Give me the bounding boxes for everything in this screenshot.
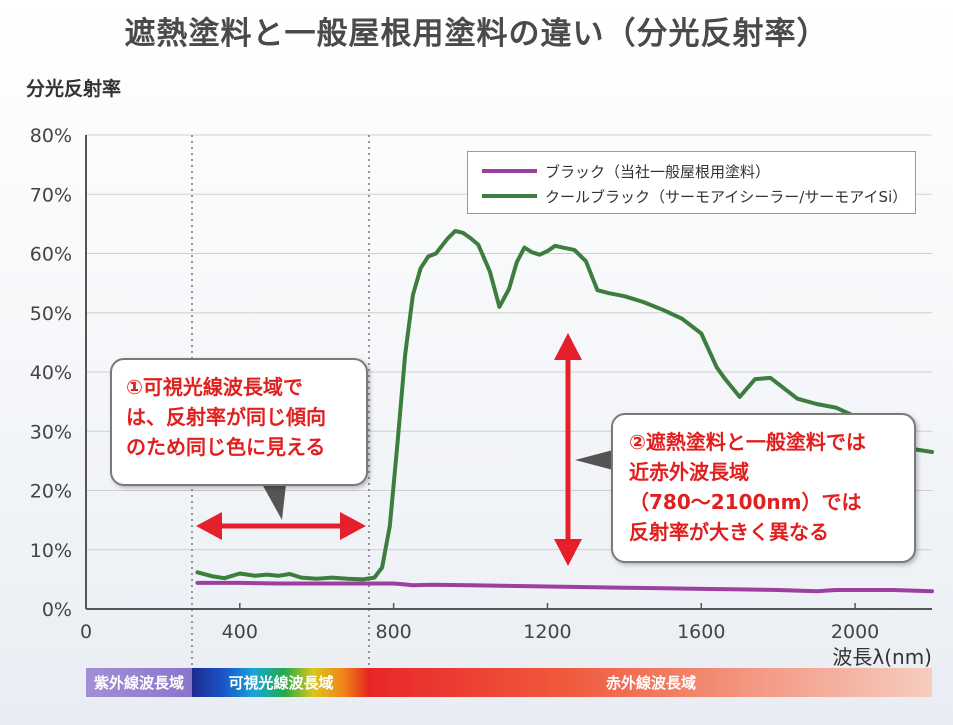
series-lines	[195, 229, 934, 594]
callout2-pointer	[575, 450, 613, 470]
callout2-line: 反射率が大きく異なる	[629, 520, 829, 544]
legend-entry-black: ブラック（当社一般屋根用塗料）	[482, 160, 770, 182]
chart-legend: ブラック（当社一般屋根用塗料） クールブラック（サーモアイシーラー/サーモアイS…	[467, 151, 916, 214]
legend-swatch-black	[482, 169, 537, 173]
x-tick-label: 0	[80, 621, 92, 643]
x-tick-label: 2000	[831, 621, 879, 643]
x-axis-label: 波長λ(nm)	[832, 645, 932, 669]
visible-range-arrow	[196, 512, 366, 540]
callout1-pointer	[262, 484, 286, 520]
callout1-line: のため同じ色に見える	[126, 435, 326, 459]
y-tick-label: 80%	[30, 125, 72, 147]
reflectance-difference-arrow	[554, 333, 582, 566]
callout2-line: （780～2100nm）では	[629, 490, 862, 514]
legend-entry-cool-black: クールブラック（サーモアイシーラー/サーモアイSi）	[482, 185, 907, 207]
callout2-line: 近赤外波長域	[629, 460, 749, 484]
y-tick-label: 10%	[30, 540, 72, 562]
callout1-line: は、反射率が同じ傾向	[126, 405, 326, 429]
callout2-line: ②遮熱塗料と一般塗料では	[629, 430, 866, 454]
legend-label-black: ブラック（当社一般屋根用塗料）	[545, 162, 771, 181]
legend-swatch-cool-black	[482, 194, 537, 198]
y-tick-label: 60%	[30, 244, 72, 266]
x-tick-label: 1600	[677, 621, 725, 643]
y-tick-label: 70%	[30, 184, 72, 206]
x-tick-label: 800	[376, 621, 412, 643]
page-title: 遮熱塗料と一般屋根用塗料の違い（分光反射率）	[124, 16, 829, 52]
y-tick-label: 20%	[30, 481, 72, 503]
near-infrared-callout: ②遮熱塗料と一般塗料では 近赤外波長域 （780～2100nm）では 反射率が大…	[611, 413, 916, 563]
axes	[85, 135, 932, 610]
y-tick-label: 40%	[30, 362, 72, 384]
x-tick-label: 400	[222, 621, 258, 643]
series-line-cool-black	[195, 229, 934, 582]
legend-label-cool-black: クールブラック（サーモアイシーラー/サーモアイSi）	[545, 187, 908, 206]
y-tick-label: 50%	[30, 303, 72, 325]
callout1-line: ①可視光線波長域で	[126, 375, 303, 399]
x-tick-labels: 0 400 800 1200 1600 2000	[80, 621, 879, 643]
y-tick-label: 0%	[42, 599, 72, 621]
series-line-black	[195, 580, 934, 594]
wavelength-band-bar: 紫外線波長域 可視光線波長域 赤外線波長域	[86, 668, 932, 697]
y-tick-labels: 0% 10% 20% 30% 40% 50% 60% 70% 80%	[30, 125, 72, 621]
y-tick-label: 30%	[30, 421, 72, 443]
band-ultraviolet: 紫外線波長域	[86, 668, 192, 697]
band-infrared: 赤外線波長域	[370, 668, 932, 697]
y-axis-label: 分光反射率	[26, 78, 122, 100]
band-visible: 可視光線波長域	[192, 668, 370, 697]
visible-range-callout: ①可視光線波長域で は、反射率が同じ傾向 のため同じ色に見える	[110, 358, 368, 486]
x-tick-label: 1200	[523, 621, 571, 643]
